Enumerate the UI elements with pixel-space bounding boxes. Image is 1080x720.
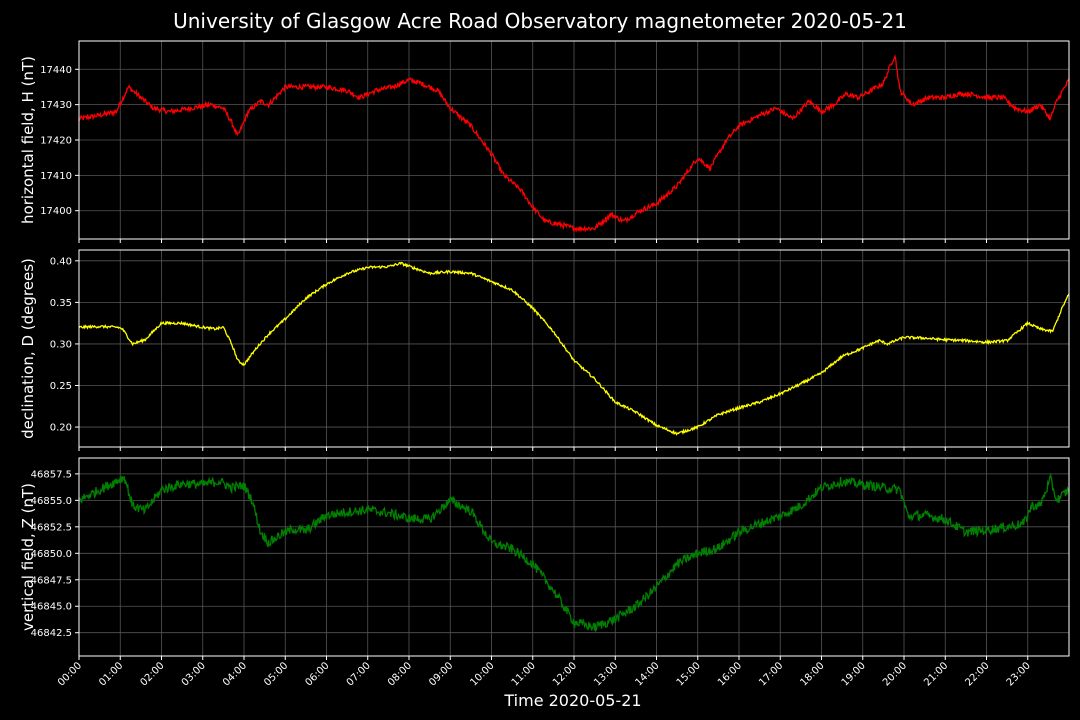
y-tick-label: 0.35 bbox=[50, 298, 72, 309]
x-tick-label: 16:00 bbox=[716, 660, 744, 688]
x-tick-label: 01:00 bbox=[97, 660, 125, 688]
x-tick-label: 09:00 bbox=[427, 660, 455, 688]
y-tick-label: 46857.5 bbox=[31, 469, 72, 480]
y-tick-label: 46847.5 bbox=[31, 575, 72, 586]
series-line-2 bbox=[78, 472, 1070, 634]
axes-frame bbox=[78, 249, 1070, 448]
y-tick-label: 0.40 bbox=[50, 256, 72, 267]
y-tick-label: 17410 bbox=[40, 171, 72, 182]
x-tick-label: 15:00 bbox=[675, 660, 703, 688]
x-tick-label: 05:00 bbox=[262, 660, 290, 688]
x-tick-label: 22:00 bbox=[963, 660, 991, 688]
y-tick-label: 0.30 bbox=[50, 339, 72, 350]
x-tick-label: 03:00 bbox=[180, 660, 208, 688]
y-axis-label: declination, D (degrees) bbox=[19, 258, 37, 439]
y-tick-label: 17420 bbox=[40, 136, 72, 147]
y-tick-label: 17400 bbox=[40, 206, 72, 217]
x-tick-label: 10:00 bbox=[468, 660, 496, 688]
y-tick-label: 46852.5 bbox=[31, 522, 72, 533]
y-tick-label: 0.25 bbox=[50, 381, 72, 392]
x-tick-label: 00:00 bbox=[56, 660, 84, 688]
y-tick-label: 46842.5 bbox=[31, 628, 72, 639]
y-axis-label: vertical field, Z (nT) bbox=[19, 483, 37, 631]
x-tick-label: 23:00 bbox=[1005, 660, 1033, 688]
axes-frame bbox=[78, 457, 1070, 657]
figure-title: University of Glasgow Acre Road Observat… bbox=[173, 9, 907, 33]
x-tick-label: 06:00 bbox=[303, 660, 331, 688]
x-tick-label: 08:00 bbox=[386, 660, 414, 688]
y-tick-label: 46855.0 bbox=[31, 496, 72, 507]
x-tick-label: 07:00 bbox=[345, 660, 373, 688]
x-tick-label: 20:00 bbox=[881, 660, 909, 688]
x-tick-label: 02:00 bbox=[138, 660, 166, 688]
x-tick-label: 11:00 bbox=[510, 660, 538, 688]
x-axis-label: Time 2020-05-21 bbox=[503, 691, 641, 710]
y-tick-label: 17440 bbox=[40, 65, 72, 76]
axes-frame bbox=[78, 40, 1070, 240]
series-line-0 bbox=[78, 54, 1070, 234]
x-tick-label: 14:00 bbox=[633, 660, 661, 688]
x-tick-label: 21:00 bbox=[922, 660, 950, 688]
x-tick-label: 18:00 bbox=[798, 660, 826, 688]
x-tick-label: 19:00 bbox=[840, 660, 868, 688]
series-line-1 bbox=[78, 261, 1070, 436]
x-tick-label: 12:00 bbox=[551, 660, 579, 688]
x-tick-label: 17:00 bbox=[757, 660, 785, 688]
y-tick-label: 17430 bbox=[40, 100, 72, 111]
y-tick-label: 46850.0 bbox=[31, 549, 72, 560]
y-tick-label: 0.20 bbox=[50, 423, 72, 434]
x-tick-label: 04:00 bbox=[221, 660, 249, 688]
x-tick-label: 13:00 bbox=[592, 660, 620, 688]
y-tick-label: 46845.0 bbox=[31, 602, 72, 613]
y-axis-label: horizontal field, H (nT) bbox=[19, 56, 37, 224]
